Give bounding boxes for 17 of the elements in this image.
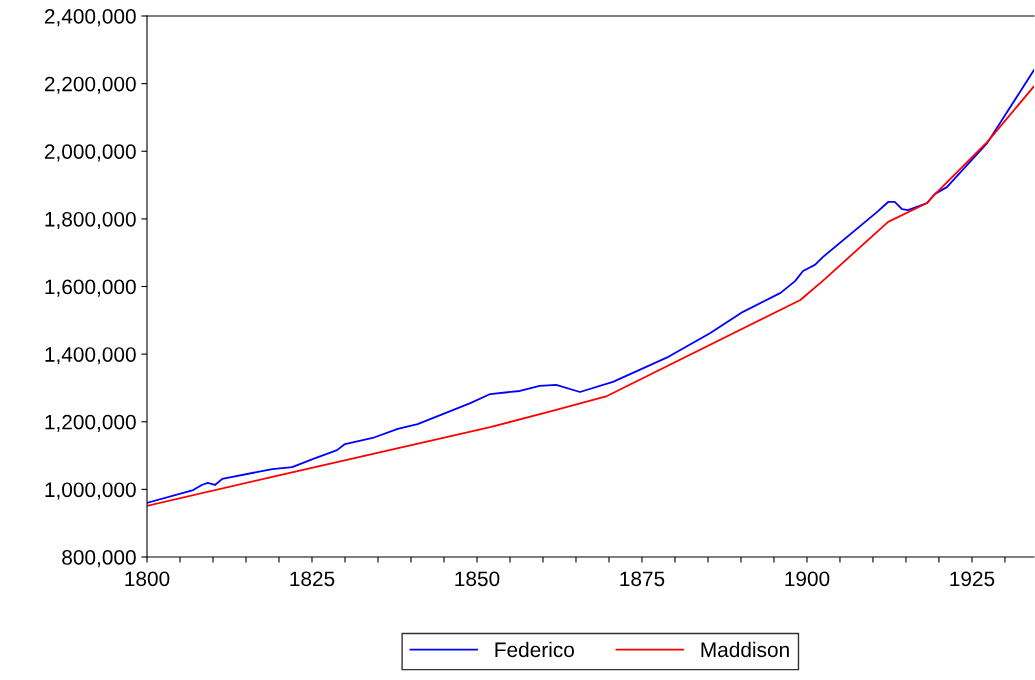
- x-tick-label: 1875: [620, 571, 665, 587]
- legend-label: Maddison: [701, 641, 789, 658]
- y-tick-label: 1,000,000: [45, 482, 136, 500]
- y-tick-label: 2,400,000: [44, 9, 136, 27]
- y-tick-label: 1,200,000: [45, 414, 136, 432]
- y-tick-label: 1,600,000: [45, 279, 136, 297]
- x-tick-label: 1925: [950, 571, 995, 587]
- y-tick-label: 800,000: [62, 550, 136, 568]
- y-tick-label: 2,200,000: [44, 76, 136, 94]
- y-tick-label: 1,400,000: [45, 347, 136, 365]
- legend-label: Federico: [495, 641, 574, 658]
- y-tick-label: 2,000,000: [44, 144, 136, 162]
- x-tick-label: 1900: [785, 571, 830, 587]
- x-tick-label: 1850: [455, 571, 500, 587]
- y-tick-label: 1,800,000: [45, 211, 136, 230]
- x-tick-label: 1825: [290, 571, 335, 587]
- x-tick-label: 1800: [125, 571, 170, 587]
